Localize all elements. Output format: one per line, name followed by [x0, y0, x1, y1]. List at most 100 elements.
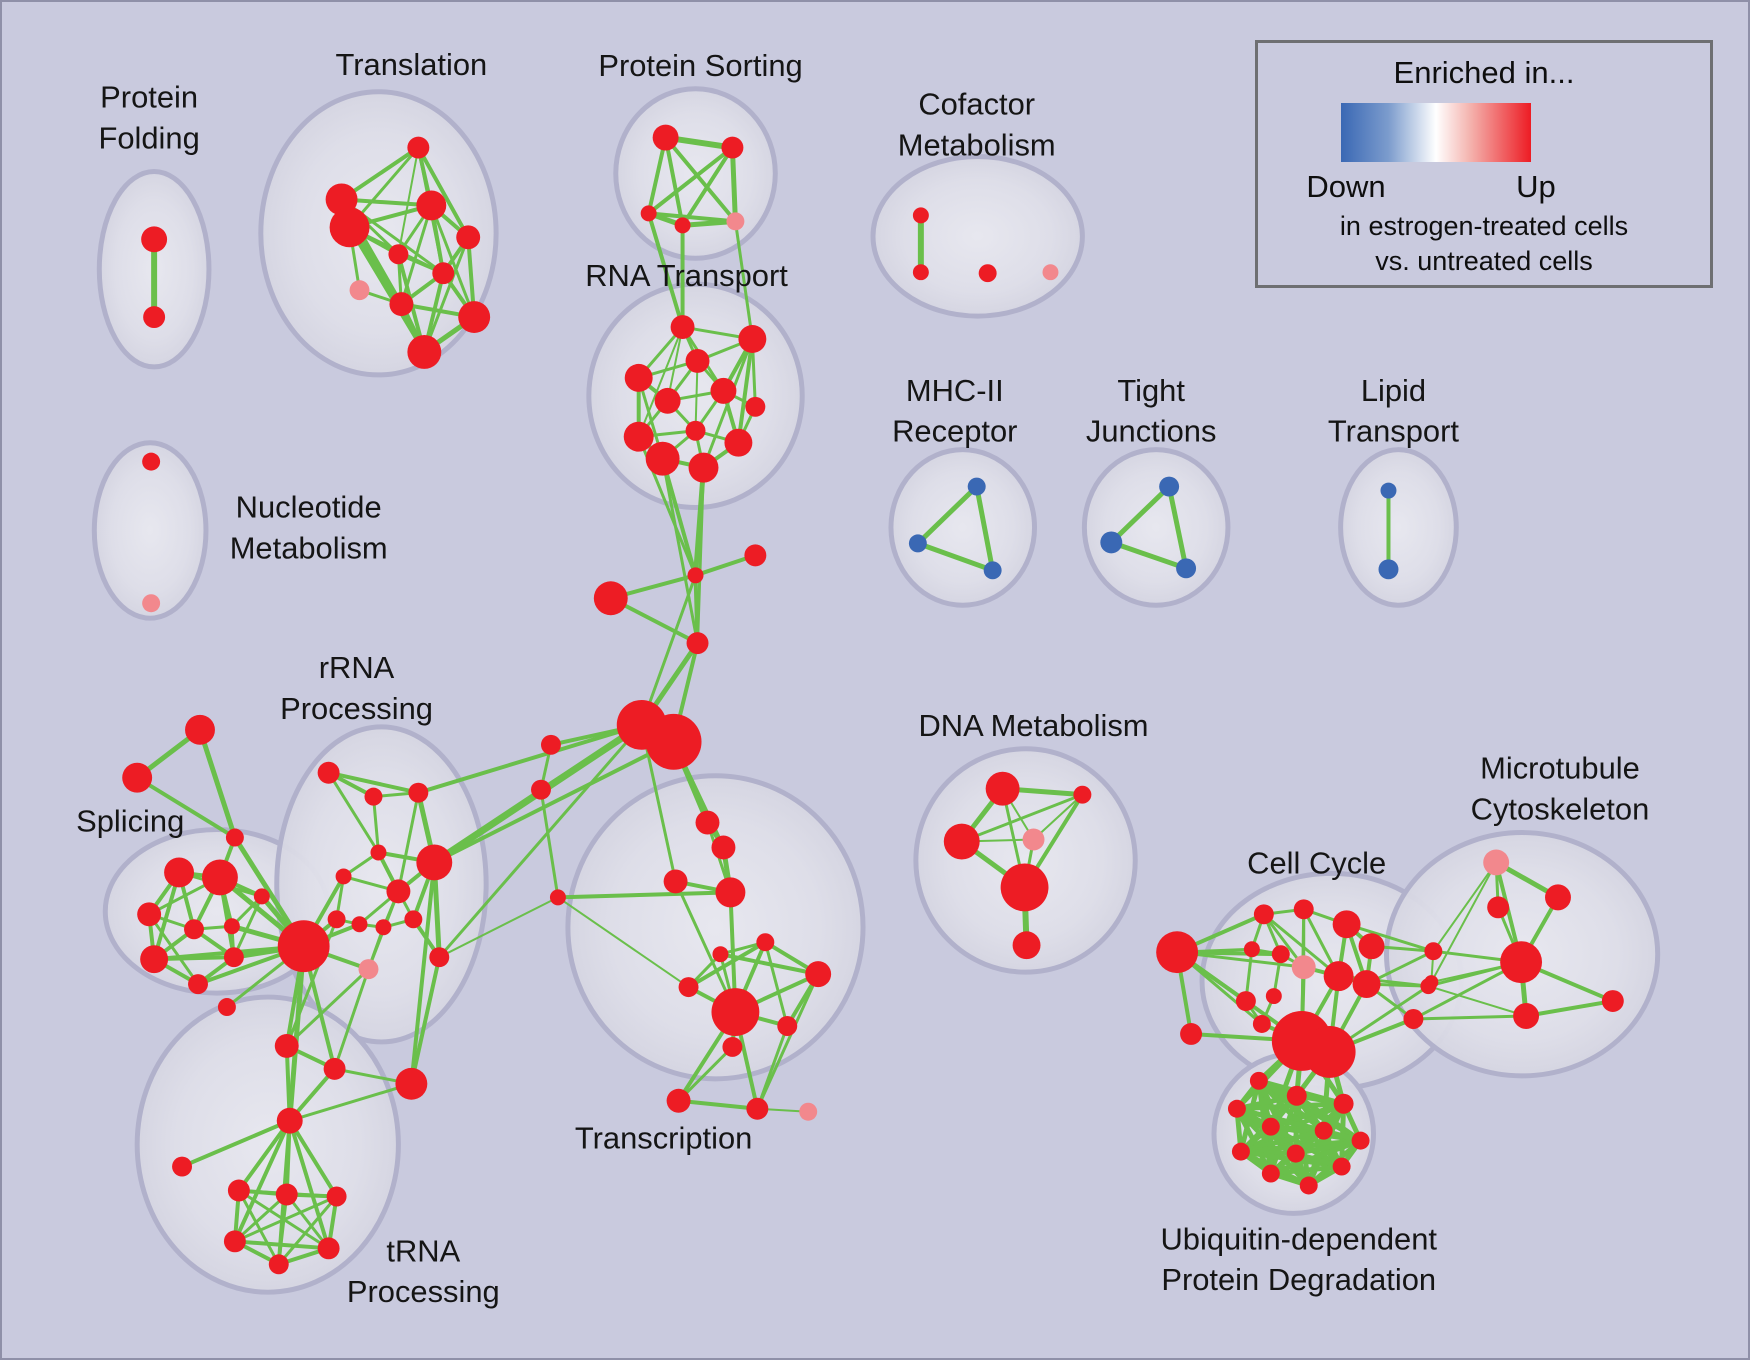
- network-node: [1249, 1071, 1268, 1090]
- network-node: [711, 988, 760, 1036]
- network-edge: [763, 940, 789, 1028]
- network-link-edge: [1411, 1014, 1528, 1021]
- network-node: [1424, 942, 1443, 961]
- network-node: [978, 264, 997, 283]
- network-node: [912, 207, 929, 224]
- cluster-label-transcription: Transcription: [575, 1121, 752, 1156]
- network-edge: [409, 955, 442, 1086]
- network-node: [744, 544, 767, 567]
- network-node: [1358, 933, 1385, 960]
- cluster-label-splicing: Splicing: [76, 804, 184, 839]
- network-node: [386, 879, 411, 904]
- network-node: [223, 1230, 246, 1253]
- network-edge: [686, 940, 768, 990]
- network-node: [685, 348, 710, 373]
- cluster-label-trna-processing: tRNA Processing: [347, 1233, 500, 1309]
- network-node: [663, 869, 688, 894]
- network-node: [317, 1237, 340, 1260]
- network-node: [1286, 1085, 1307, 1106]
- network-node: [726, 212, 745, 231]
- network-node: [432, 262, 455, 285]
- network-edge: [1166, 484, 1189, 571]
- cluster-label-protein-sorting: Protein Sorting: [598, 48, 802, 83]
- network-node: [688, 452, 719, 483]
- network-edge: [915, 540, 996, 573]
- network-node: [370, 844, 387, 861]
- cluster-label-protein-folding: Protein Folding: [98, 80, 199, 156]
- network-edge: [1345, 922, 1435, 953]
- network-node: [674, 217, 691, 234]
- network-edge: [422, 235, 470, 354]
- network-node: [1500, 941, 1543, 984]
- network-node: [645, 441, 680, 476]
- network-node: [188, 974, 208, 995]
- network-node: [185, 714, 215, 745]
- network-node: [724, 428, 753, 457]
- network-edge: [233, 1192, 289, 1243]
- network-node: [623, 421, 654, 452]
- network-node: [1487, 896, 1510, 919]
- network-node: [456, 225, 481, 250]
- network-node: [1252, 1015, 1271, 1033]
- network-edge: [237, 1188, 281, 1266]
- network-edge: [285, 967, 370, 1048]
- network-node: [274, 1033, 299, 1058]
- network-node: [746, 1097, 769, 1120]
- network-node: [1235, 991, 1256, 1012]
- network-node: [407, 136, 430, 159]
- network-node: [143, 306, 166, 329]
- network-node: [799, 1102, 818, 1121]
- network-node: [201, 859, 238, 896]
- network-node: [416, 190, 447, 221]
- cluster-ellipse-dna-metabolism: [913, 746, 1138, 975]
- cluster-label-lipid-transport: Lipid Transport: [1328, 373, 1459, 449]
- network-edge: [409, 860, 437, 1086]
- network-node: [1333, 1093, 1354, 1114]
- network-edge: [1108, 484, 1172, 545]
- network-link-edge: [437, 723, 644, 959]
- network-edge: [180, 1118, 292, 1169]
- network-edge: [326, 770, 421, 795]
- network-node: [745, 396, 766, 417]
- network-node: [268, 1254, 289, 1275]
- legend-down-label: Down: [1306, 169, 1386, 204]
- cluster-label-rrna-processing: rRNA Processing: [280, 650, 433, 726]
- network-edge: [233, 1194, 339, 1243]
- network-node: [142, 594, 161, 613]
- network-node: [1483, 849, 1510, 876]
- legend-title: Enriched in...: [1393, 55, 1575, 90]
- cluster-label-cofactor-metabolism: Cofactor Metabolism: [898, 87, 1056, 163]
- network-edge: [677, 1045, 734, 1103]
- network-edge: [236, 1118, 292, 1193]
- cluster-label-nucleotide-metabolism: Nucleotide Metabolism: [230, 489, 388, 565]
- network-node: [756, 933, 775, 952]
- legend-box: Enriched in... Down Up in estrogen-treat…: [1255, 40, 1713, 288]
- network-node: [1378, 559, 1399, 580]
- network-link-edge: [1427, 985, 1528, 1018]
- network-node: [711, 835, 736, 860]
- network-link-edge: [1430, 861, 1498, 984]
- network-node: [142, 452, 161, 471]
- network-edge: [147, 912, 200, 986]
- network-node: [1332, 1157, 1351, 1176]
- network-node: [1180, 1022, 1203, 1045]
- network-edge: [729, 145, 738, 224]
- network-node: [1261, 1164, 1280, 1183]
- network-edge: [1524, 999, 1615, 1019]
- network-edge: [1175, 950, 1306, 969]
- network-node: [678, 977, 699, 998]
- cluster-ellipse-mhc2-receptor: [888, 447, 1038, 608]
- network-node: [967, 477, 986, 496]
- network-node: [458, 301, 491, 334]
- network-node: [225, 828, 244, 847]
- network-edge: [327, 771, 380, 854]
- network-node: [1293, 899, 1314, 920]
- network-node: [1403, 1009, 1424, 1029]
- network-node: [1022, 828, 1045, 851]
- network-node: [364, 787, 383, 806]
- network-edge: [197, 727, 238, 841]
- network-node: [141, 226, 168, 253]
- legend-up-label: Up: [1516, 169, 1556, 204]
- network-node: [375, 919, 392, 936]
